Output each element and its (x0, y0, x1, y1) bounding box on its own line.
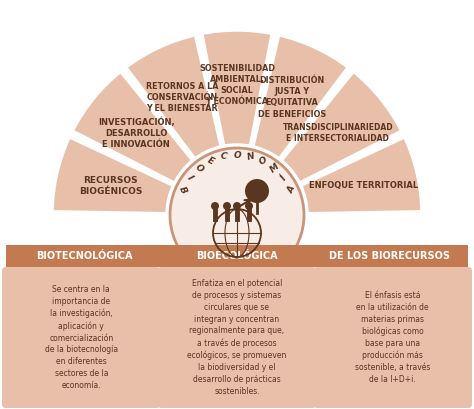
Text: El énfasis está
en la utilización de
materias primas
biológicas como
base para u: El énfasis está en la utilización de mat… (355, 291, 430, 384)
Circle shape (223, 202, 231, 210)
Circle shape (170, 148, 304, 282)
Circle shape (211, 202, 219, 210)
Wedge shape (52, 137, 173, 214)
Circle shape (233, 202, 241, 210)
Text: DISTRIBUCIÓN
JUSTA Y
EQUITATIVA
DE BENEFICIOS: DISTRIBUCIÓN JUSTA Y EQUITATIVA DE BENEF… (258, 76, 326, 119)
Wedge shape (253, 35, 348, 159)
Bar (6, 245, 468, 267)
Wedge shape (281, 71, 402, 183)
Wedge shape (72, 71, 193, 183)
Text: C: C (219, 151, 228, 162)
Text: ENFOQUE TERRITORIAL: ENFOQUE TERRITORIAL (309, 181, 418, 190)
Text: Enfatiza en el potencial
de procesos y sistemas
circulares que se
integran y con: Enfatiza en el potencial de procesos y s… (187, 279, 287, 396)
Text: O: O (233, 151, 241, 160)
Text: BIOECOLÓGICA: BIOECOLÓGICA (196, 251, 278, 261)
Text: RECURSOS
BIOGÉNICOS: RECURSOS BIOGÉNICOS (79, 176, 142, 196)
Text: DE LOS BIORECURSOS: DE LOS BIORECURSOS (329, 251, 450, 261)
Text: B: B (177, 184, 188, 195)
Text: I: I (185, 174, 194, 182)
Text: O: O (258, 155, 269, 167)
Text: E: E (206, 156, 215, 166)
FancyBboxPatch shape (313, 267, 472, 408)
Wedge shape (301, 137, 422, 214)
FancyBboxPatch shape (158, 267, 316, 408)
Text: A: A (286, 184, 297, 195)
Text: INVESTIGACIÓN,
DESARROLLO
E INNOVACIÓN: INVESTIGACIÓN, DESARROLLO E INNOVACIÓN (98, 117, 174, 149)
Text: Í: Í (280, 174, 289, 182)
Text: SOSTENIBILIDAD
AMBIENTAL,
SOCIAL
Y ECONÓMICA: SOSTENIBILIDAD AMBIENTAL, SOCIAL Y ECONÓ… (199, 64, 275, 106)
Wedge shape (202, 30, 272, 146)
FancyBboxPatch shape (2, 267, 161, 408)
Text: O: O (193, 162, 205, 174)
Text: Se centra en la
importancia de
la investigación,
aplicación y
comercialización
d: Se centra en la importancia de la invest… (45, 285, 118, 390)
Text: M: M (268, 162, 281, 175)
Wedge shape (126, 35, 221, 159)
Text: BIOTECNOLÓGICA: BIOTECNOLÓGICA (36, 251, 133, 261)
Text: N: N (246, 151, 255, 162)
Text: RETORNOS A LA
CONSERVACIÓN
Y EL BIENESTAR: RETORNOS A LA CONSERVACIÓN Y EL BIENESTA… (146, 82, 219, 113)
Circle shape (245, 202, 253, 210)
Text: TRANSDISCIPLINARIEDAD
E INTERSECTORIALIDAD: TRANSDISCIPLINARIEDAD E INTERSECTORIALID… (283, 123, 393, 144)
Circle shape (245, 179, 269, 203)
